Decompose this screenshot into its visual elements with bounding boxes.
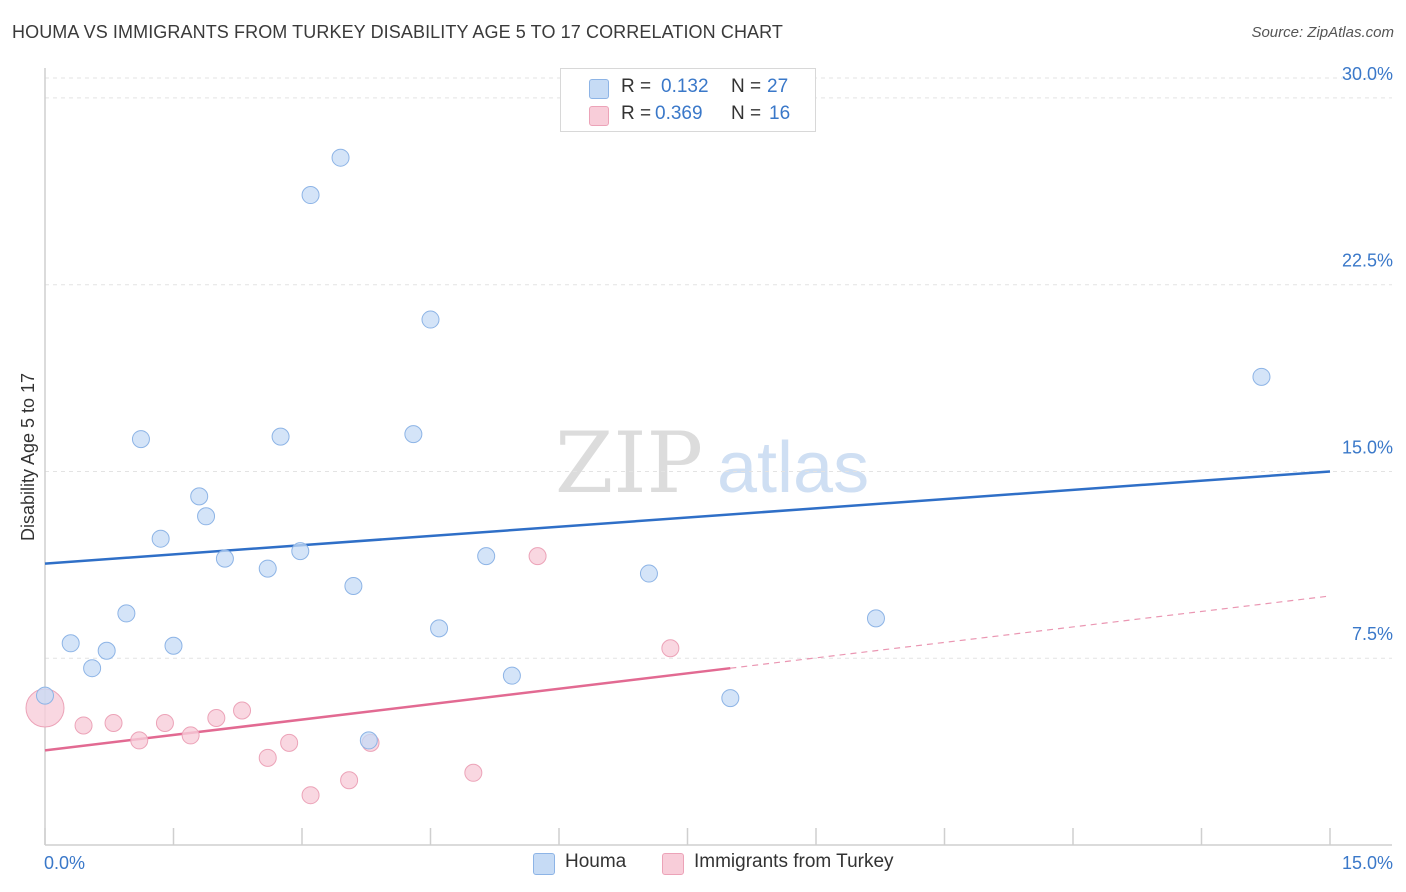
houma-point: [258, 559, 277, 578]
turkey-point: [233, 701, 252, 720]
houma-point: [83, 659, 102, 678]
turkey-trend-extension: [730, 595, 1331, 669]
gridlines: [45, 77, 1392, 659]
x-tick-label: 15.0%: [1342, 853, 1393, 873]
houma-point: [866, 609, 885, 628]
houma-legend-label: Houma: [565, 851, 627, 872]
x-tick-label: 0.0%: [44, 853, 85, 873]
chart-title: HOUMA VS IMMIGRANTS FROM TURKEY DISABILI…: [12, 22, 784, 42]
turkey-point: [528, 547, 547, 566]
houma-point: [97, 641, 116, 660]
turkey-legend-label: Immigrants from Turkey: [694, 851, 894, 872]
turkey-point: [464, 763, 483, 782]
houma-point: [36, 686, 54, 705]
data-points: [25, 148, 1271, 805]
houma-point: [131, 430, 150, 449]
houma-point: [164, 636, 183, 655]
correlation-legend: R = 0.132 N = 27 R = 0.369 N = 16: [560, 68, 816, 132]
houma-point: [404, 425, 423, 444]
turkey-point: [104, 713, 123, 732]
houma-point: [639, 564, 658, 583]
turkey-point: [258, 748, 277, 767]
houma-point: [359, 731, 378, 750]
n-label: N =: [731, 103, 762, 124]
watermark: ZIP atlas: [555, 414, 869, 512]
r-label: R =: [621, 76, 652, 97]
watermark-zip: ZIP: [555, 414, 703, 512]
houma-swatch: [589, 79, 609, 99]
houma-trend-line: [44, 470, 1331, 565]
legend-row-houma: R = 0.132 N = 27: [561, 75, 815, 103]
houma-point: [421, 310, 440, 329]
turkey-point: [74, 716, 93, 735]
houma-point: [331, 148, 350, 167]
houma-n-value: 27: [767, 76, 789, 97]
turkey-n-value: 16: [769, 103, 791, 124]
y-tick-label: 22.5%: [1342, 251, 1393, 271]
n-label: N =: [731, 76, 762, 97]
turkey-point: [661, 639, 680, 658]
houma-point: [291, 542, 310, 561]
trend-lines: [44, 470, 1331, 752]
turkey-r-value: 0.369: [655, 103, 703, 124]
turkey-point: [340, 771, 359, 790]
turkey-point: [155, 713, 174, 732]
y-tick-label: 15.0%: [1342, 437, 1393, 457]
houma-point: [61, 634, 80, 653]
y-axis-label: Disability Age 5 to 17: [18, 373, 38, 541]
turkey-point: [181, 726, 200, 745]
watermark-atlas: atlas: [717, 428, 869, 508]
houma-point: [190, 487, 209, 506]
houma-point: [477, 547, 496, 566]
legend-row-turkey: R = 0.369 N = 16: [561, 102, 815, 130]
houma-legend-swatch: [533, 853, 555, 875]
houma-point: [502, 666, 521, 685]
houma-point: [117, 604, 136, 623]
houma-r-value: 0.132: [661, 76, 709, 97]
turkey-point: [207, 708, 226, 727]
houma-point: [215, 549, 234, 568]
houma-point: [721, 689, 740, 708]
houma-point: [197, 507, 216, 526]
r-label: R =: [621, 103, 652, 124]
turkey-trend-line: [44, 666, 731, 752]
houma-point: [1252, 367, 1271, 386]
y-tick-label: 30.0%: [1342, 64, 1393, 84]
turkey-point: [301, 786, 320, 805]
turkey-swatch: [589, 106, 609, 126]
houma-point: [301, 186, 320, 205]
turkey-legend-swatch: [662, 853, 684, 875]
houma-point: [344, 577, 363, 596]
houma-point: [151, 529, 170, 548]
y-tick-label: 7.5%: [1352, 624, 1393, 644]
turkey-point: [130, 731, 149, 750]
tick-labels: 7.5% 15.0% 22.5% 30.0% 0.0% 15.0%: [44, 64, 1393, 873]
houma-point: [271, 427, 290, 446]
turkey-point: [280, 733, 299, 752]
source-label: Source: ZipAtlas.com: [1251, 24, 1394, 41]
houma-point: [430, 619, 449, 638]
